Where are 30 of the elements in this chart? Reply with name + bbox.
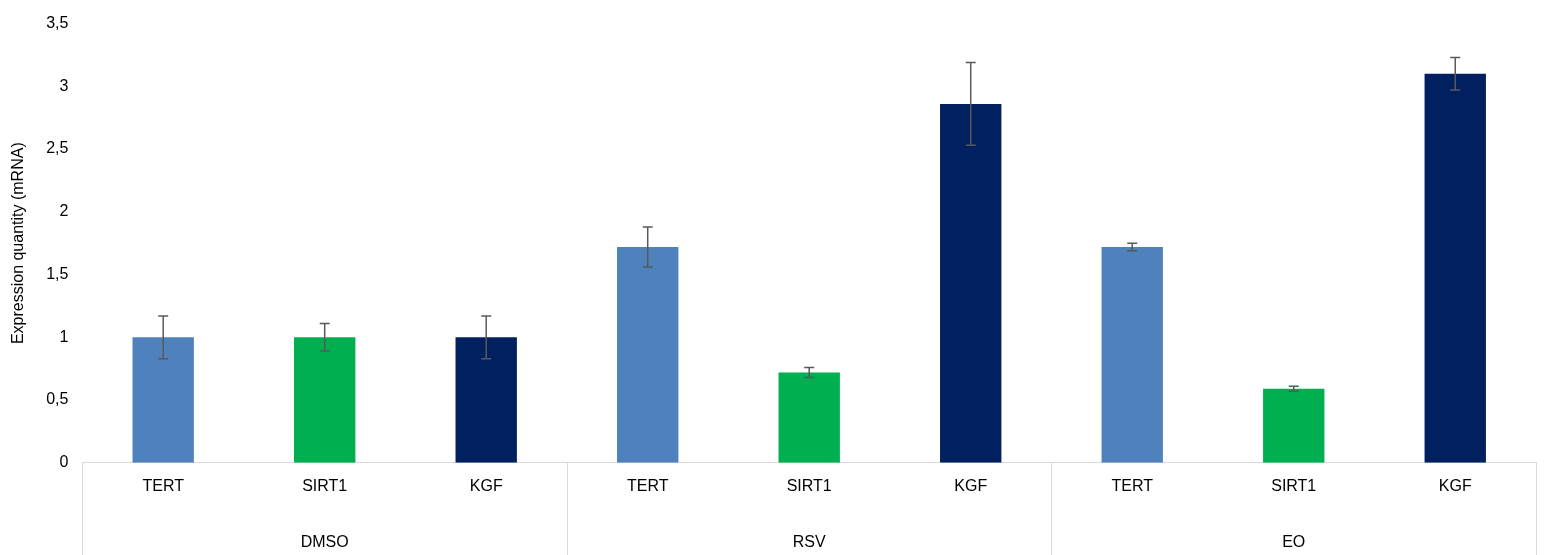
- y-tick-label: 0: [59, 453, 69, 471]
- bar: [132, 337, 194, 463]
- x-tick-label: TERT: [142, 476, 185, 494]
- x-tick-label: SIRT1: [1271, 476, 1317, 494]
- x-tick-label: SIRT1: [302, 476, 348, 494]
- y-tick-label: 3,5: [46, 14, 69, 32]
- x-tick-label: TERT: [1111, 476, 1154, 494]
- bar: [1424, 73, 1486, 463]
- text: DMSO: [300, 533, 349, 551]
- y-tick-label: 0,5: [46, 390, 69, 408]
- text: RSV: [792, 533, 826, 551]
- x-tick-label: KGF: [469, 476, 503, 494]
- y-tick-label: 1,5: [46, 264, 69, 282]
- y-tick-label: 1: [59, 327, 69, 345]
- y-tick-label: 2: [59, 202, 69, 220]
- bar: [778, 372, 840, 463]
- y-tick-label: 2,5: [46, 139, 69, 157]
- bar: [455, 337, 517, 463]
- bar: [940, 103, 1002, 463]
- bar: [1263, 388, 1325, 463]
- bar: [1101, 246, 1163, 463]
- x-tick-label: KGF: [954, 476, 988, 494]
- x-tick-label: KGF: [1438, 476, 1472, 494]
- x-tick-label: SIRT1: [786, 476, 832, 494]
- text: EO: [1282, 533, 1306, 551]
- y-tick-label: 3: [59, 76, 69, 94]
- y-axis-title: Expression quantity (mRNA): [9, 142, 27, 345]
- bar: [617, 246, 679, 463]
- bar: [294, 337, 356, 463]
- x-tick-label: TERT: [626, 476, 669, 494]
